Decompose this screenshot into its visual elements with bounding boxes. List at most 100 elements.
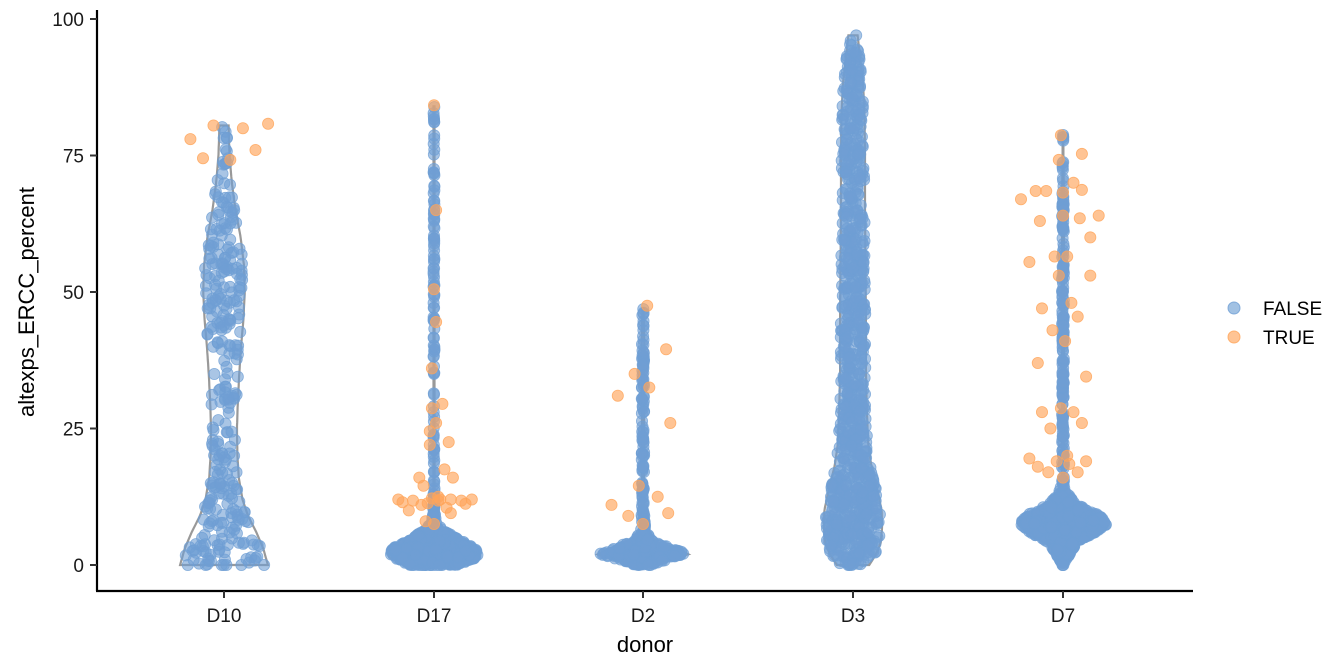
x-tick-label-D2: D2	[631, 606, 655, 627]
point-false-D2	[636, 500, 649, 513]
point-false-D10	[206, 310, 219, 323]
point-false-D10	[217, 487, 230, 500]
point-true-D7	[1063, 457, 1076, 470]
point-true-D7	[1031, 460, 1044, 473]
point-true-D17	[430, 416, 443, 429]
point-true-D7	[1057, 209, 1070, 222]
point-true-D7	[1031, 356, 1044, 369]
point-false-D10	[242, 556, 255, 569]
point-false-D10	[211, 519, 224, 532]
point-true-D2	[628, 367, 641, 380]
point-false-D10	[236, 273, 249, 286]
point-false-D10	[222, 406, 235, 419]
point-false-D10	[218, 451, 231, 464]
point-true-D17	[417, 479, 430, 492]
point-false-D3	[862, 549, 875, 562]
point-false-D7	[1056, 416, 1069, 429]
point-true-D2	[664, 416, 677, 429]
point-false-D17	[428, 340, 441, 353]
point-false-D7	[1045, 521, 1058, 534]
point-false-D10	[202, 239, 215, 252]
point-false-D10	[207, 424, 220, 437]
point-false-D3	[861, 539, 874, 552]
point-false-D17	[429, 543, 442, 556]
point-false-D17	[427, 267, 440, 280]
point-true-D17	[425, 362, 438, 375]
point-true-D17	[444, 493, 457, 506]
x-axis-title: donor	[617, 632, 673, 657]
point-false-D3	[846, 91, 859, 104]
point-false-D2	[636, 358, 649, 371]
point-false-D3	[840, 53, 853, 66]
point-true-D7	[1084, 231, 1097, 244]
point-false-D10	[225, 191, 238, 204]
point-false-D3	[857, 256, 870, 269]
point-false-D7	[1058, 524, 1071, 537]
point-true-D2	[632, 479, 645, 492]
point-false-D3	[825, 479, 838, 492]
point-false-D17	[427, 301, 440, 314]
x-tick-label-D3: D3	[841, 606, 865, 627]
point-false-D3	[827, 495, 840, 508]
point-false-D10	[220, 426, 233, 439]
legend-label-true: TRUE	[1263, 328, 1315, 349]
point-false-D3	[846, 63, 859, 76]
point-false-D3	[854, 112, 867, 125]
point-false-D10	[247, 538, 260, 551]
point-true-D17	[438, 463, 451, 476]
point-true-D17	[430, 315, 443, 328]
point-false-D10	[225, 521, 238, 534]
point-true-D7	[1073, 212, 1086, 225]
point-false-D10	[218, 546, 231, 559]
point-true-D7	[1042, 466, 1055, 479]
point-true-D7	[1029, 184, 1042, 197]
point-false-D10	[207, 340, 220, 353]
point-false-D3	[857, 239, 870, 252]
point-true-D7	[1023, 255, 1036, 268]
point-true-D7	[1040, 184, 1053, 197]
point-true-D17	[427, 99, 440, 112]
point-false-D10	[222, 391, 235, 404]
point-false-D3	[853, 313, 866, 326]
point-true-D17	[465, 493, 478, 506]
point-true-D7	[1036, 406, 1049, 419]
point-false-D17	[427, 388, 440, 401]
y-tick-label-100: 100	[52, 10, 84, 31]
point-false-D2	[637, 461, 650, 474]
point-false-D10	[233, 242, 246, 255]
point-false-D3	[855, 462, 868, 475]
point-true-D7	[1084, 269, 1097, 282]
point-true-D10	[224, 153, 237, 166]
point-false-D2	[635, 392, 648, 405]
point-false-D10	[206, 439, 219, 452]
point-false-D3	[842, 330, 855, 343]
point-false-D3	[842, 351, 855, 364]
point-false-D10	[211, 174, 224, 187]
point-false-D3	[853, 172, 866, 185]
legend-swatch-true	[1227, 330, 1241, 344]
point-false-D10	[209, 188, 222, 201]
point-false-D7	[1074, 516, 1087, 529]
point-false-D3	[840, 210, 853, 223]
point-false-D10	[202, 497, 215, 510]
x-tick-label-D7: D7	[1051, 606, 1075, 627]
point-false-D17	[428, 184, 441, 197]
point-false-D7	[1057, 352, 1070, 365]
point-false-D3	[843, 155, 856, 168]
point-false-D2	[641, 533, 654, 546]
point-true-D10	[207, 119, 220, 132]
point-false-D7	[1051, 543, 1064, 556]
point-false-D17	[459, 544, 472, 557]
point-true-D7	[1046, 324, 1059, 337]
point-false-D10	[225, 532, 238, 545]
point-true-D7	[1048, 250, 1061, 263]
point-false-D17	[389, 544, 402, 557]
point-false-D3	[858, 371, 871, 384]
point-true-D17	[446, 471, 459, 484]
point-true-D7	[1092, 209, 1105, 222]
point-false-D17	[428, 129, 441, 142]
point-true-D7	[1065, 296, 1078, 309]
point-true-D2	[643, 381, 656, 394]
point-false-D10	[200, 287, 213, 300]
point-true-D2	[660, 343, 673, 356]
